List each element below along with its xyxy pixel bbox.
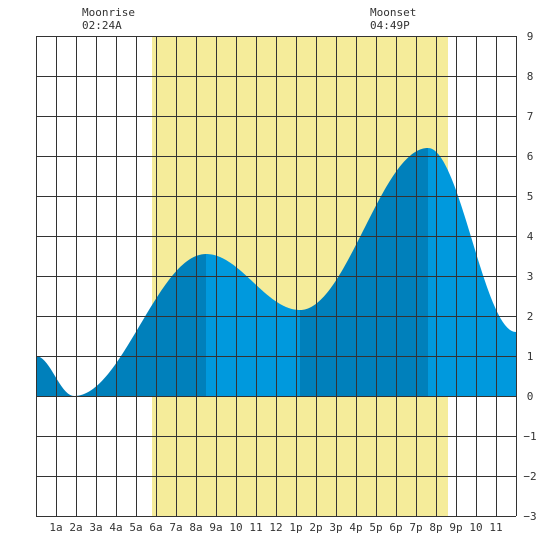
x-tick-label: 7p bbox=[409, 521, 422, 534]
y-tick-label: −3 bbox=[523, 510, 536, 523]
moonset-label-group: Moonset 04:49P bbox=[370, 6, 416, 32]
moonset-time: 04:49P bbox=[370, 19, 410, 32]
y-tick-label: 5 bbox=[527, 190, 534, 203]
x-tick-label: 10 bbox=[229, 521, 242, 534]
x-tick-label: 6p bbox=[389, 521, 402, 534]
y-tick-label: 9 bbox=[527, 30, 534, 43]
x-tick-label: 9a bbox=[209, 521, 222, 534]
x-tick-label: 11 bbox=[249, 521, 262, 534]
x-tick-label: 10 bbox=[469, 521, 482, 534]
x-tick-label: 4p bbox=[349, 521, 362, 534]
x-tick-label: 3a bbox=[89, 521, 102, 534]
x-tick-label: 5p bbox=[369, 521, 382, 534]
x-tick-label: 1a bbox=[49, 521, 62, 534]
x-tick-label: 3p bbox=[329, 521, 342, 534]
tide-segment-1 bbox=[36, 254, 206, 396]
x-tick-label: 2a bbox=[69, 521, 82, 534]
moonset-label: Moonset bbox=[370, 6, 417, 19]
y-tick-label: 6 bbox=[527, 150, 534, 163]
x-tick-label: 12 bbox=[269, 521, 282, 534]
y-tick-label: −1 bbox=[523, 430, 536, 443]
y-tick-label: 3 bbox=[527, 270, 534, 283]
x-tick-label: 7a bbox=[169, 521, 182, 534]
moonrise-label: Moonrise bbox=[82, 6, 135, 19]
y-tick-label: 8 bbox=[527, 70, 534, 83]
y-tick-label: 4 bbox=[527, 230, 534, 243]
x-tick-label: 2p bbox=[309, 521, 322, 534]
y-tick-label: 2 bbox=[527, 310, 534, 323]
y-tick-label: 7 bbox=[527, 110, 534, 123]
x-tick-label: 8p bbox=[429, 521, 442, 534]
moonrise-time: 02:24A bbox=[82, 19, 122, 32]
y-tick-label: 0 bbox=[527, 390, 534, 403]
x-tick-label: 9p bbox=[449, 521, 462, 534]
x-tick-label: 6a bbox=[149, 521, 162, 534]
x-tick-label: 5a bbox=[129, 521, 142, 534]
moonrise-label-group: Moonrise 02:24A bbox=[82, 6, 135, 32]
y-tick-label: 1 bbox=[527, 350, 534, 363]
x-tick-label: 1p bbox=[289, 521, 302, 534]
x-tick-label: 4a bbox=[109, 521, 122, 534]
x-tick-label: 11 bbox=[489, 521, 502, 534]
y-tick-label: −2 bbox=[523, 470, 536, 483]
x-tick-label: 8a bbox=[189, 521, 202, 534]
tide-segment-4 bbox=[428, 148, 516, 396]
